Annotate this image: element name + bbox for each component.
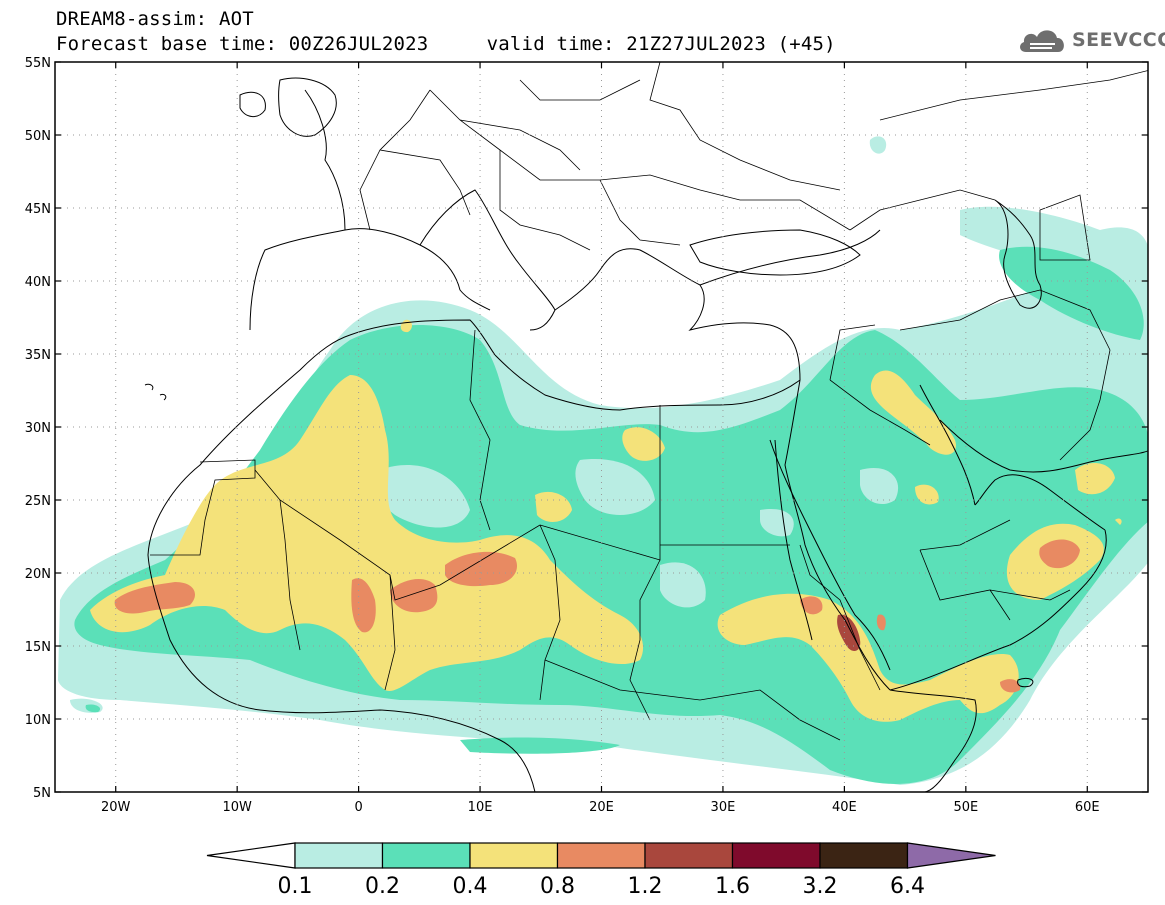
lat-tick-label: 10N <box>25 713 51 728</box>
lat-tick-label: 20N <box>25 567 51 582</box>
lon-tick-label: 40E <box>832 800 857 815</box>
colorbar: 0.1 0.2 0.4 0.8 1.2 1.6 3.2 6.4 <box>206 842 996 899</box>
lon-tick-label: 50E <box>953 800 978 815</box>
lon-tick-label: 0 <box>354 800 362 815</box>
colorbar-low-arrow <box>206 842 296 869</box>
longitude-axis: 20W 10W 0 10E 20E 30E 40E 50E 60E <box>101 62 1100 815</box>
colorbar-label: 0.2 <box>365 874 400 899</box>
colorbar-label: 3.2 <box>803 874 838 899</box>
colorbar-segment <box>381 842 471 869</box>
lat-tick-label: 35N <box>25 348 51 363</box>
borders <box>150 62 1148 741</box>
lon-tick-label: 10W <box>222 800 252 815</box>
lon-tick-label: 10E <box>468 800 493 815</box>
colorbar-segment <box>556 842 646 869</box>
lon-tick-label: 30E <box>711 800 736 815</box>
colorbar-segment <box>819 842 909 869</box>
colorbar-label: 0.8 <box>540 874 575 899</box>
cloud-logo-icon <box>1020 30 1064 52</box>
lat-tick-label: 40N <box>25 275 51 290</box>
latitude-axis: 55N 50N 45N 40N 35N 30N 25N 20N 15N 10N 5N <box>25 56 1148 801</box>
lon-tick-label: 60E <box>1075 800 1100 815</box>
map-title: DREAM8-assim: AOT <box>56 8 254 30</box>
lat-tick-label: 45N <box>25 202 51 217</box>
colorbar-segment <box>731 842 821 869</box>
colorbar-label: 0.4 <box>453 874 488 899</box>
logo-text: SEEVCCC <box>1072 29 1165 51</box>
colorbar-label: 0.1 <box>278 874 313 899</box>
lat-tick-label: 25N <box>25 494 51 509</box>
lon-tick-label: 20W <box>101 800 131 815</box>
colorbar-label: 6.4 <box>890 874 925 899</box>
lat-tick-label: 15N <box>25 640 51 655</box>
colorbar-label: 1.2 <box>628 874 663 899</box>
lat-tick-label: 50N <box>25 129 51 144</box>
aot-shading <box>58 136 1148 785</box>
forecast-time-line: Forecast base time: 00Z26JUL2023 valid t… <box>56 33 836 55</box>
lat-tick-label: 5N <box>33 786 51 801</box>
colorbar-segment <box>644 842 734 869</box>
colorbar-segment <box>294 842 384 869</box>
lat-tick-label: 55N <box>25 56 51 71</box>
colorbar-label: 1.6 <box>715 874 750 899</box>
colorbar-high-arrow <box>906 842 996 869</box>
coastlines <box>144 77 1148 792</box>
colorbar-segment <box>469 842 559 869</box>
lat-tick-label: 30N <box>25 421 51 436</box>
lon-tick-label: 20E <box>589 800 614 815</box>
grid-lines <box>55 62 1148 792</box>
